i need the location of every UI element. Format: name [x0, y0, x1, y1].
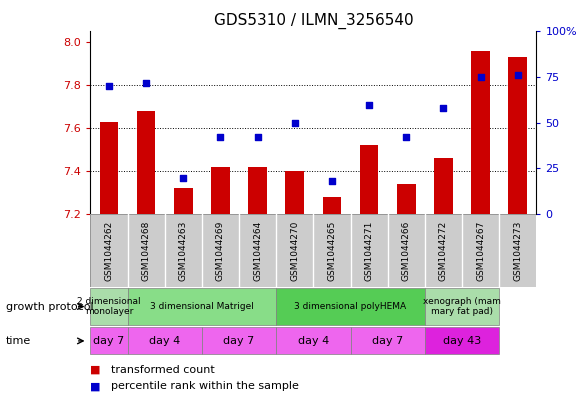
Bar [397, 184, 416, 214]
Bar [322, 197, 341, 214]
Bar [425, 288, 499, 325]
Text: xenograph (mam
mary fat pad): xenograph (mam mary fat pad) [423, 297, 501, 316]
Point [513, 72, 522, 79]
Point [402, 134, 411, 141]
Point [104, 83, 114, 90]
Text: 3 dimensional Matrigel: 3 dimensional Matrigel [150, 302, 254, 311]
Text: 3 dimensional polyHEMA: 3 dimensional polyHEMA [294, 302, 406, 311]
Bar [425, 327, 499, 354]
Text: growth protocol: growth protocol [6, 301, 93, 312]
Point [216, 134, 225, 141]
Bar [508, 57, 527, 214]
Text: GSM1044270: GSM1044270 [290, 220, 299, 281]
Point [290, 119, 300, 126]
Point [327, 178, 336, 184]
Bar [471, 51, 490, 214]
Bar [128, 327, 202, 354]
Text: GSM1044267: GSM1044267 [476, 220, 485, 281]
Point [476, 74, 485, 80]
Text: percentile rank within the sample: percentile rank within the sample [111, 381, 298, 391]
Text: time: time [6, 336, 31, 346]
Text: GSM1044272: GSM1044272 [439, 220, 448, 281]
Bar [248, 167, 267, 214]
Text: GSM1044264: GSM1044264 [253, 220, 262, 281]
Point [253, 134, 262, 141]
Text: day 7: day 7 [372, 336, 403, 346]
Text: transformed count: transformed count [111, 365, 215, 375]
Text: GSM1044263: GSM1044263 [179, 220, 188, 281]
Bar [434, 158, 453, 214]
Text: GSM1044268: GSM1044268 [142, 220, 150, 281]
Text: 2 dimensional
monolayer: 2 dimensional monolayer [77, 297, 141, 316]
Text: GSM1044262: GSM1044262 [104, 220, 114, 281]
Bar [211, 167, 230, 214]
Bar [100, 122, 118, 214]
Bar [276, 288, 425, 325]
Bar [128, 288, 276, 325]
Bar [202, 327, 276, 354]
Text: day 7: day 7 [93, 336, 125, 346]
Bar [137, 111, 156, 214]
Bar [276, 327, 350, 354]
Title: GDS5310 / ILMN_3256540: GDS5310 / ILMN_3256540 [213, 13, 413, 29]
Text: GSM1044266: GSM1044266 [402, 220, 411, 281]
Text: GSM1044269: GSM1044269 [216, 220, 225, 281]
Point [178, 174, 188, 181]
Text: day 7: day 7 [223, 336, 255, 346]
Bar [90, 288, 128, 325]
Bar [286, 171, 304, 214]
Bar [350, 327, 425, 354]
Point [142, 79, 151, 86]
Bar [174, 188, 192, 214]
Text: day 43: day 43 [443, 336, 481, 346]
Bar [360, 145, 378, 214]
Text: ■: ■ [90, 365, 104, 375]
Text: GSM1044265: GSM1044265 [328, 220, 336, 281]
Text: ■: ■ [90, 381, 104, 391]
Text: GSM1044271: GSM1044271 [364, 220, 374, 281]
Text: day 4: day 4 [298, 336, 329, 346]
Point [364, 101, 374, 108]
Bar [90, 327, 128, 354]
Point [439, 105, 448, 111]
Text: day 4: day 4 [149, 336, 180, 346]
Text: GSM1044273: GSM1044273 [513, 220, 522, 281]
